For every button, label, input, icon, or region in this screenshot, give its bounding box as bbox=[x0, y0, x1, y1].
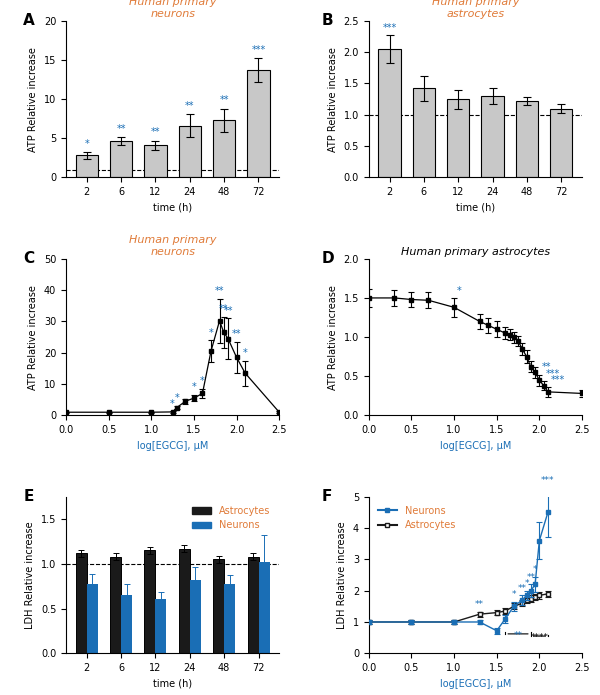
Text: F: F bbox=[322, 489, 332, 504]
Bar bbox=[155, 598, 166, 653]
Bar bbox=[481, 96, 503, 177]
Bar bbox=[110, 141, 132, 177]
Text: ***: *** bbox=[541, 476, 554, 485]
Text: ***: *** bbox=[546, 368, 560, 379]
Y-axis label: ATP Relative increase: ATP Relative increase bbox=[328, 47, 338, 152]
Title: Human primary astrocytes: Human primary astrocytes bbox=[401, 247, 550, 256]
Bar bbox=[76, 553, 86, 653]
Text: *: * bbox=[512, 590, 516, 599]
Text: **: ** bbox=[526, 573, 535, 582]
X-axis label: log[EGCG], μM: log[EGCG], μM bbox=[137, 441, 208, 450]
Text: ***: *** bbox=[382, 23, 397, 33]
Text: ***: *** bbox=[550, 375, 565, 385]
Bar bbox=[145, 550, 155, 653]
Text: *: * bbox=[457, 286, 461, 295]
Text: **: ** bbox=[220, 95, 229, 106]
Title: Human primary
neurons: Human primary neurons bbox=[129, 0, 217, 19]
Y-axis label: ATP Relative increase: ATP Relative increase bbox=[328, 285, 338, 389]
Bar bbox=[179, 126, 201, 177]
Bar bbox=[110, 557, 121, 653]
Text: ***: *** bbox=[251, 45, 266, 56]
Bar bbox=[516, 101, 538, 177]
Y-axis label: ATP Relative increase: ATP Relative increase bbox=[28, 285, 38, 389]
Text: *: * bbox=[191, 382, 196, 393]
Bar bbox=[447, 99, 469, 177]
Text: *: * bbox=[524, 579, 529, 588]
Bar bbox=[413, 88, 435, 177]
Title: Human primary
neurons: Human primary neurons bbox=[129, 235, 217, 256]
Text: *: * bbox=[243, 348, 247, 358]
Text: **: ** bbox=[215, 286, 224, 296]
Text: *: * bbox=[170, 399, 175, 409]
X-axis label: log[EGCG], μM: log[EGCG], μM bbox=[440, 441, 511, 450]
Bar bbox=[190, 580, 201, 653]
Legend: Neurons, Astrocytes: Neurons, Astrocytes bbox=[374, 502, 460, 534]
Text: **: ** bbox=[514, 631, 523, 640]
Text: **: ** bbox=[232, 329, 241, 339]
Y-axis label: LDH Relative increase: LDH Relative increase bbox=[337, 521, 347, 629]
X-axis label: log[EGCG], μM: log[EGCG], μM bbox=[440, 678, 511, 689]
X-axis label: time (h): time (h) bbox=[456, 203, 495, 213]
Text: E: E bbox=[23, 489, 34, 504]
Bar bbox=[213, 559, 224, 653]
Text: *: * bbox=[85, 139, 89, 149]
Text: **: ** bbox=[475, 600, 484, 609]
Text: *: * bbox=[209, 328, 214, 338]
Text: **: ** bbox=[223, 306, 233, 316]
Bar bbox=[76, 156, 98, 177]
Text: B: B bbox=[322, 13, 334, 28]
Text: **: ** bbox=[219, 304, 229, 314]
Y-axis label: LDH Relative increase: LDH Relative increase bbox=[25, 521, 35, 629]
Text: **: ** bbox=[542, 362, 551, 373]
Text: **: ** bbox=[116, 124, 126, 134]
Text: C: C bbox=[23, 251, 34, 266]
Y-axis label: ATP Relative increase: ATP Relative increase bbox=[28, 47, 38, 152]
Text: ****: **** bbox=[530, 633, 548, 642]
Legend: Astrocytes, Neurons: Astrocytes, Neurons bbox=[188, 502, 274, 534]
Bar bbox=[213, 120, 235, 177]
Text: D: D bbox=[322, 251, 334, 266]
X-axis label: time (h): time (h) bbox=[153, 203, 192, 213]
Text: **: ** bbox=[518, 584, 527, 593]
Bar bbox=[259, 562, 269, 653]
Bar bbox=[224, 584, 235, 653]
Text: *: * bbox=[533, 565, 538, 574]
Bar bbox=[179, 548, 190, 653]
Text: *: * bbox=[200, 376, 205, 386]
Bar bbox=[121, 595, 132, 653]
Bar bbox=[247, 70, 269, 177]
Bar bbox=[86, 584, 98, 653]
Bar bbox=[145, 145, 167, 177]
Text: *: * bbox=[175, 393, 179, 404]
Text: **: ** bbox=[185, 101, 194, 111]
Bar bbox=[248, 557, 259, 653]
Title: Human primary
astrocytes: Human primary astrocytes bbox=[431, 0, 519, 19]
X-axis label: time (h): time (h) bbox=[153, 678, 192, 689]
Text: A: A bbox=[23, 13, 35, 28]
Text: **: ** bbox=[151, 127, 160, 138]
Bar bbox=[550, 108, 572, 177]
Bar bbox=[379, 49, 401, 177]
